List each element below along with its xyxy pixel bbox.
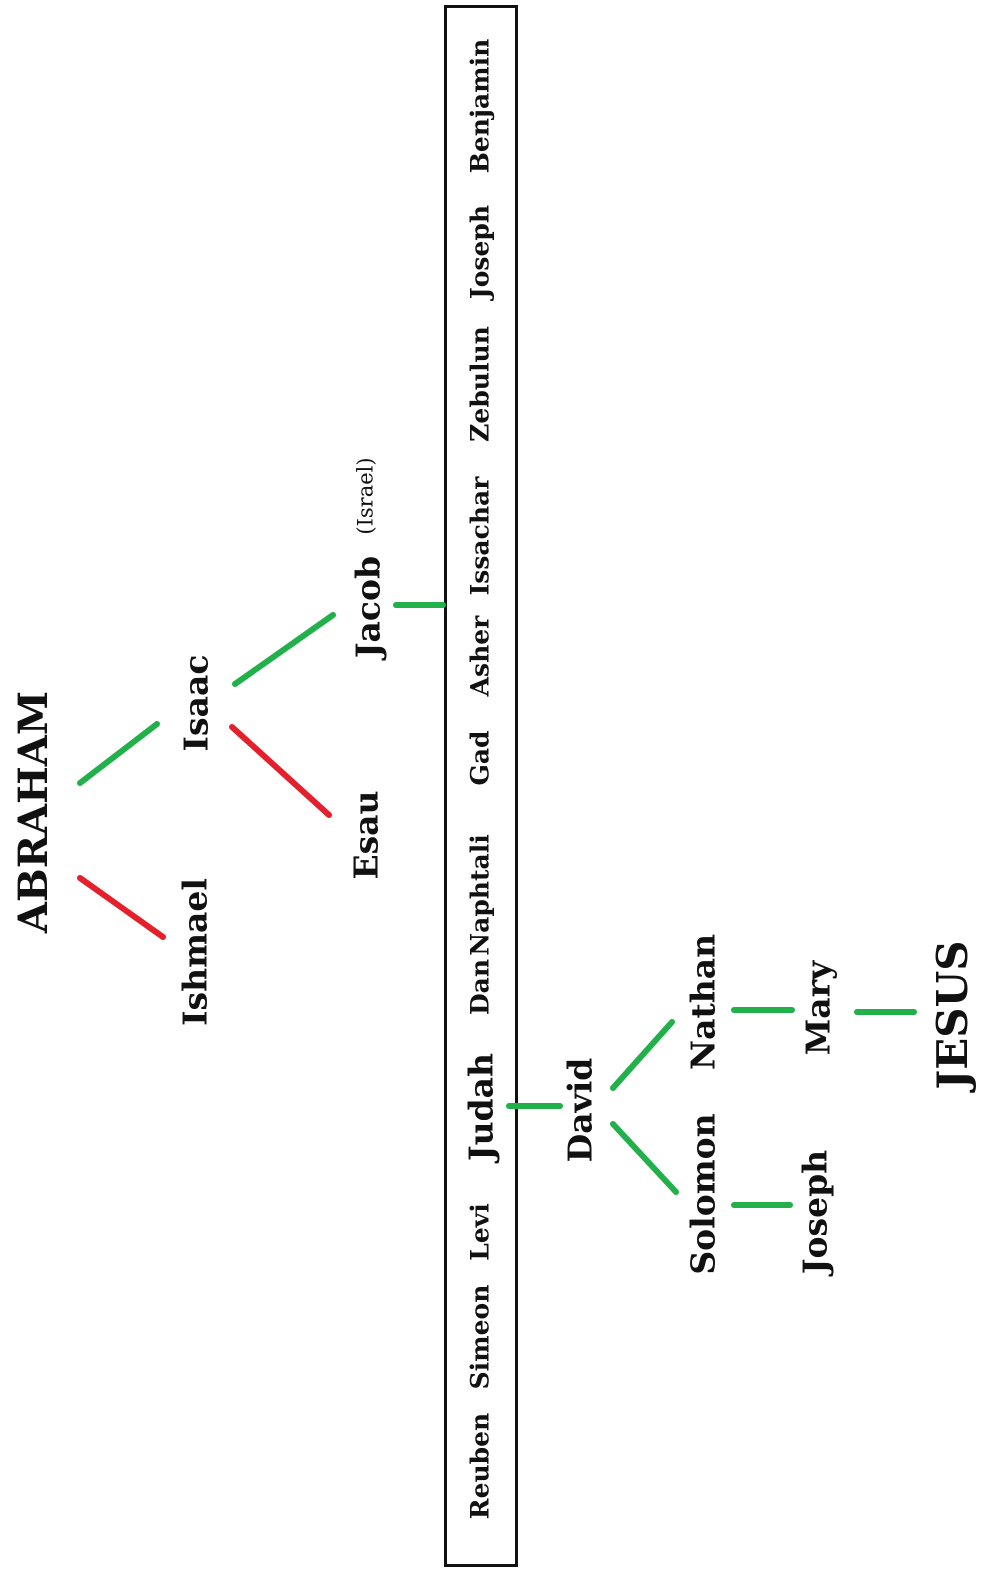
isaac-jacob-line bbox=[232, 612, 336, 687]
tribe-reuben: Reuben bbox=[465, 1412, 495, 1520]
israel-label: (Israel) bbox=[353, 457, 378, 535]
tribe-gad: Gad bbox=[465, 730, 495, 786]
esau-label: Esau bbox=[346, 790, 386, 880]
tribe-naphtali: Naphtali bbox=[465, 834, 495, 956]
tribe-levi: Levi bbox=[465, 1203, 495, 1261]
tribe-judah: Judah bbox=[461, 1052, 501, 1162]
tribe-zebulun: Zebulun bbox=[465, 326, 495, 442]
tribes-box bbox=[444, 5, 518, 1567]
isaac-esau-line bbox=[229, 724, 332, 818]
tribe-benjamin: Benjamin bbox=[465, 38, 495, 174]
tribe-dan: Dan bbox=[465, 958, 495, 1016]
david-label: David bbox=[560, 1057, 600, 1163]
joseph-label: Joseph bbox=[795, 1149, 835, 1275]
nathan-label: Nathan bbox=[683, 933, 723, 1071]
jacob-label: Jacob bbox=[348, 555, 388, 659]
jesus-label: JESUS bbox=[928, 940, 977, 1090]
mary-label: Mary bbox=[798, 960, 838, 1056]
solomon-label: Solomon bbox=[683, 1113, 723, 1275]
david-solomon-line bbox=[610, 1121, 679, 1195]
david-nathan-line bbox=[610, 1019, 675, 1091]
tribe-joseph: Joseph bbox=[465, 204, 495, 300]
abraham-isaac-line bbox=[77, 721, 160, 786]
ishmael-label: Ishmael bbox=[175, 878, 215, 1026]
tribe-issachar: Issachar bbox=[465, 476, 495, 596]
tribe-asher: Asher bbox=[465, 615, 495, 697]
abraham-label: ABRAHAM bbox=[10, 690, 57, 934]
tribe-simeon: Simeon bbox=[465, 1284, 495, 1390]
isaac-label: Isaac bbox=[176, 654, 216, 752]
abraham-ishmael-line bbox=[77, 875, 166, 940]
